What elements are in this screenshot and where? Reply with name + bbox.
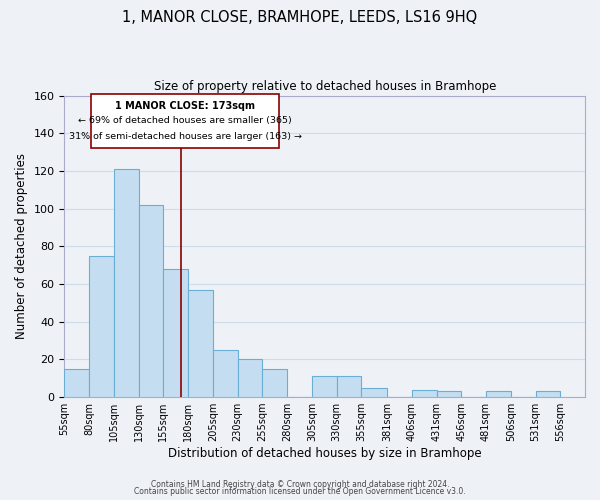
Text: ← 69% of detached houses are smaller (365): ← 69% of detached houses are smaller (36… — [78, 116, 292, 126]
Bar — [163, 269, 188, 397]
Bar — [89, 256, 114, 397]
Text: 31% of semi-detached houses are larger (163) →: 31% of semi-detached houses are larger (… — [68, 132, 302, 141]
Bar — [139, 205, 163, 397]
Bar — [312, 376, 337, 397]
Bar — [412, 390, 437, 397]
Bar — [536, 392, 560, 397]
Bar — [188, 290, 213, 397]
Text: 1 MANOR CLOSE: 173sqm: 1 MANOR CLOSE: 173sqm — [115, 100, 255, 110]
Bar — [64, 369, 89, 397]
Bar — [486, 392, 511, 397]
Title: Size of property relative to detached houses in Bramhope: Size of property relative to detached ho… — [154, 80, 496, 93]
Bar — [437, 392, 461, 397]
Bar — [262, 369, 287, 397]
Bar — [114, 169, 139, 397]
Text: Contains HM Land Registry data © Crown copyright and database right 2024.: Contains HM Land Registry data © Crown c… — [151, 480, 449, 489]
Text: 1, MANOR CLOSE, BRAMHOPE, LEEDS, LS16 9HQ: 1, MANOR CLOSE, BRAMHOPE, LEEDS, LS16 9H… — [122, 10, 478, 25]
X-axis label: Distribution of detached houses by size in Bramhope: Distribution of detached houses by size … — [168, 447, 482, 460]
Bar — [238, 360, 262, 397]
FancyBboxPatch shape — [91, 94, 279, 148]
Bar — [213, 350, 238, 397]
Y-axis label: Number of detached properties: Number of detached properties — [15, 154, 28, 340]
Bar — [361, 388, 387, 397]
Text: Contains public sector information licensed under the Open Government Licence v3: Contains public sector information licen… — [134, 487, 466, 496]
Bar — [337, 376, 361, 397]
